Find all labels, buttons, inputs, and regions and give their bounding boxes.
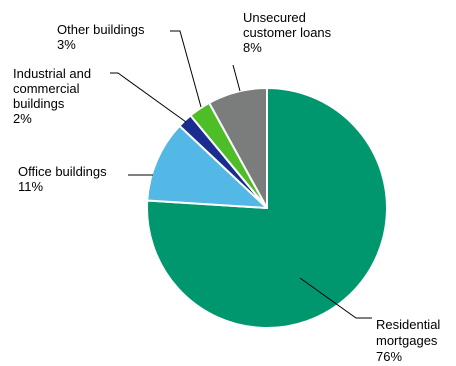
pie-slice-1 xyxy=(146,87,388,329)
pie-slices xyxy=(146,87,388,329)
slice-labels: Residential mortgages 76% Office buildings 1… xyxy=(13,10,440,364)
slice-label-line: 76% xyxy=(376,349,402,364)
slice-label-line: buildings xyxy=(13,96,65,111)
leader-line-1 xyxy=(299,277,372,319)
pie-slice-2 xyxy=(146,124,268,209)
leader-line-3 xyxy=(110,72,187,123)
leader-lines xyxy=(110,30,372,319)
slice-label-line: 3% xyxy=(57,37,76,52)
slice-label-line: mortgages xyxy=(376,333,438,348)
slice-label-line: Residential xyxy=(376,317,440,332)
slice-label-5: Unsecured customer loans 8% xyxy=(243,10,332,55)
leader-line-5 xyxy=(232,64,241,92)
slice-label-line: 11% xyxy=(18,179,43,194)
pie-slice-5 xyxy=(208,87,268,209)
slice-label-line: 2% xyxy=(13,111,32,126)
slice-label-1: Residential mortgages 76% xyxy=(376,317,440,364)
slice-label-line: Office buildings xyxy=(18,164,107,179)
slice-label-4: Other buildings 3% xyxy=(57,22,145,52)
slice-label-2: Office buildings 11% xyxy=(18,164,107,194)
slice-label-line: Industrial and xyxy=(13,66,91,81)
slice-label-line: 8% xyxy=(243,40,262,55)
leader-line-4 xyxy=(170,30,202,108)
slice-label-line: Unsecured xyxy=(243,10,306,25)
slice-label-3: Industrial and commercial buildings 2% xyxy=(13,66,91,126)
slice-label-line: customer loans xyxy=(243,25,332,40)
slice-label-line: commercial xyxy=(13,81,80,96)
slice-label-line: Other buildings xyxy=(57,22,145,37)
